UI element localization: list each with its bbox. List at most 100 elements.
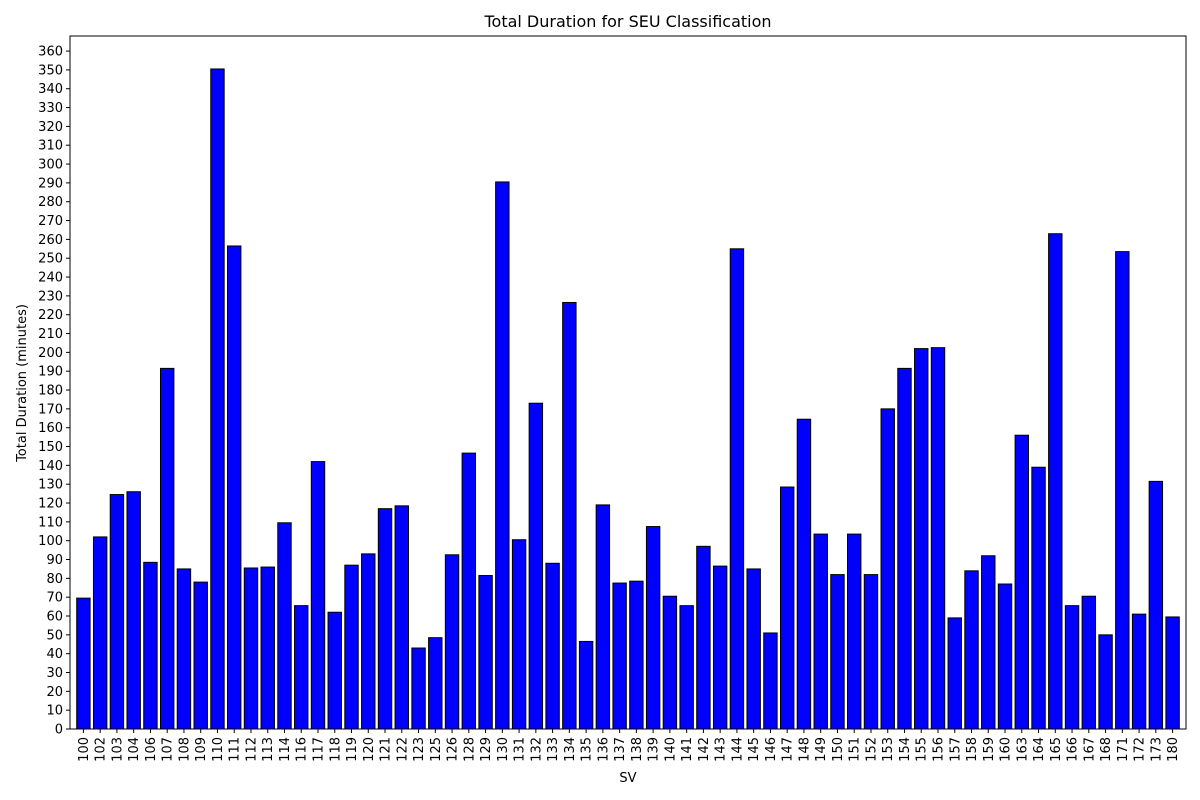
- y-tick-label: 180: [38, 384, 63, 399]
- bar-143: [712, 565, 728, 730]
- bar-109: [193, 581, 208, 730]
- bar-173: [1148, 480, 1164, 730]
- y-tick-label: 280: [38, 195, 63, 210]
- bar-156: [930, 347, 946, 730]
- bar-123: [411, 647, 426, 730]
- x-tick-label-121: 121: [379, 737, 394, 762]
- x-tick-label-144: 144: [730, 737, 745, 762]
- x-tick-label-155: 155: [915, 737, 930, 762]
- x-tick-label-165: 165: [1049, 737, 1064, 762]
- y-tick-label: 300: [38, 158, 63, 173]
- bar-113: [260, 566, 275, 730]
- x-tick-label-156: 156: [932, 737, 947, 762]
- x-tick-label-159: 159: [982, 737, 997, 762]
- y-tick-label: 270: [38, 214, 63, 229]
- x-tick-label-103: 103: [110, 737, 125, 762]
- bar-122: [394, 505, 409, 730]
- y-tick-label: 110: [38, 515, 63, 530]
- bar-130: [495, 181, 510, 730]
- x-tick-label-135: 135: [580, 737, 595, 762]
- bar-167: [1081, 595, 1097, 730]
- bar-148: [796, 418, 812, 730]
- x-tick-label-151: 151: [848, 737, 863, 762]
- x-tick-label-158: 158: [965, 737, 980, 762]
- y-tick-label: 210: [38, 327, 63, 342]
- y-tick-label: 200: [38, 346, 63, 361]
- bar-158: [964, 570, 979, 730]
- bar-107: [159, 367, 175, 730]
- bar-149: [813, 533, 828, 730]
- bar-134: [562, 301, 577, 730]
- x-tick-label-106: 106: [144, 737, 159, 762]
- bar-138: [629, 580, 644, 730]
- x-tick-label-133: 133: [546, 737, 561, 762]
- y-tick-label: 330: [38, 101, 63, 116]
- y-tick-label: 60: [46, 610, 63, 625]
- x-axis-label: SV: [619, 771, 636, 786]
- bar-155: [914, 348, 929, 730]
- y-tick-label: 340: [38, 82, 63, 97]
- bar-142: [696, 545, 711, 730]
- y-tick-label: 310: [38, 139, 63, 154]
- x-tick-label-142: 142: [697, 737, 712, 762]
- bar-137: [612, 582, 627, 730]
- bar-120: [361, 553, 376, 730]
- y-tick-label: 230: [38, 289, 63, 304]
- x-tick-label-125: 125: [429, 737, 444, 762]
- bar-126: [444, 554, 460, 730]
- bar-114: [277, 522, 292, 730]
- x-tick-label-163: 163: [1015, 737, 1030, 762]
- bar-102: [92, 536, 108, 730]
- x-tick-label-126: 126: [446, 737, 461, 762]
- y-tick-label: 80: [46, 572, 63, 587]
- bar-110: [210, 68, 225, 730]
- bar-171: [1115, 251, 1130, 730]
- x-tick-label-104: 104: [127, 737, 142, 762]
- x-tick-label-146: 146: [764, 737, 779, 762]
- bar-165: [1048, 233, 1063, 730]
- x-tick-label-131: 131: [513, 737, 528, 762]
- y-tick-label: 260: [38, 233, 63, 248]
- x-tick-label-107: 107: [161, 737, 176, 762]
- x-tick-label-145: 145: [747, 737, 762, 762]
- bar-145: [746, 568, 761, 730]
- x-tick-label-141: 141: [680, 737, 695, 762]
- x-tick-label-153: 153: [881, 737, 896, 762]
- y-tick-label: 290: [38, 176, 63, 191]
- bar-119: [344, 564, 359, 730]
- bar-100: [76, 597, 91, 730]
- bar-111: [227, 245, 242, 730]
- bar-117: [310, 461, 326, 730]
- x-tick-label-137: 137: [613, 737, 628, 762]
- bar-146: [763, 632, 778, 730]
- x-tick-label-152: 152: [864, 737, 879, 762]
- x-tick-label-134: 134: [563, 737, 578, 762]
- x-tick-label-128: 128: [462, 737, 477, 762]
- x-tick-label-136: 136: [596, 737, 611, 762]
- x-tick-label-129: 129: [479, 737, 494, 762]
- x-tick-label-173: 173: [1149, 737, 1164, 762]
- chart-title: Total Duration for SEU Classification: [483, 12, 771, 31]
- y-tick-label: 10: [46, 704, 63, 719]
- x-tick-label-172: 172: [1133, 737, 1148, 762]
- y-tick-label: 250: [38, 252, 63, 267]
- x-tick-label-113: 113: [261, 737, 276, 762]
- bar-106: [143, 561, 158, 730]
- x-tick-label-166: 166: [1066, 737, 1081, 762]
- y-tick-label: 130: [38, 478, 63, 493]
- y-tick-label: 20: [46, 685, 63, 700]
- y-tick-label: 90: [46, 553, 63, 568]
- x-tick-label-143: 143: [714, 737, 729, 762]
- bar-166: [1064, 605, 1080, 730]
- y-tick-label: 70: [46, 591, 63, 606]
- y-tick-label: 50: [46, 628, 63, 643]
- y-tick-label: 140: [38, 459, 63, 474]
- bar-150: [830, 574, 845, 730]
- bar-160: [997, 583, 1013, 730]
- bar-108: [176, 568, 192, 730]
- bar-144: [729, 248, 745, 730]
- x-tick-label-102: 102: [94, 737, 109, 762]
- x-tick-label-167: 167: [1082, 737, 1097, 762]
- x-tick-label-148: 148: [797, 737, 812, 762]
- bar-152: [863, 574, 879, 730]
